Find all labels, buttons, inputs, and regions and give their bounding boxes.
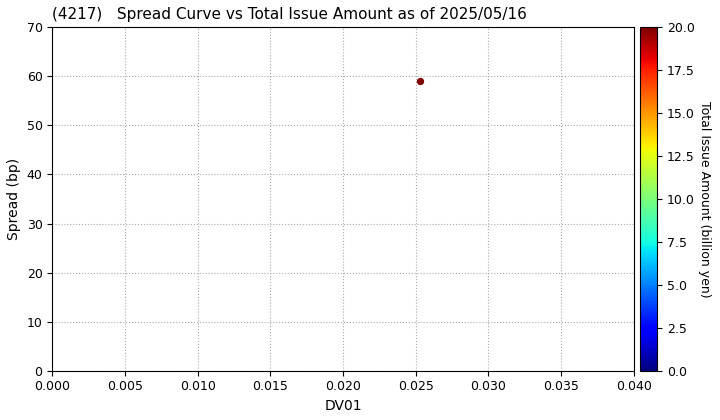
X-axis label: DV01: DV01 bbox=[324, 399, 362, 413]
Point bbox=[414, 78, 426, 84]
Y-axis label: Total Issue Amount (billion yen): Total Issue Amount (billion yen) bbox=[698, 101, 711, 297]
Text: (4217)   Spread Curve vs Total Issue Amount as of 2025/05/16: (4217) Spread Curve vs Total Issue Amoun… bbox=[53, 7, 527, 22]
Y-axis label: Spread (bp): Spread (bp) bbox=[7, 158, 21, 240]
